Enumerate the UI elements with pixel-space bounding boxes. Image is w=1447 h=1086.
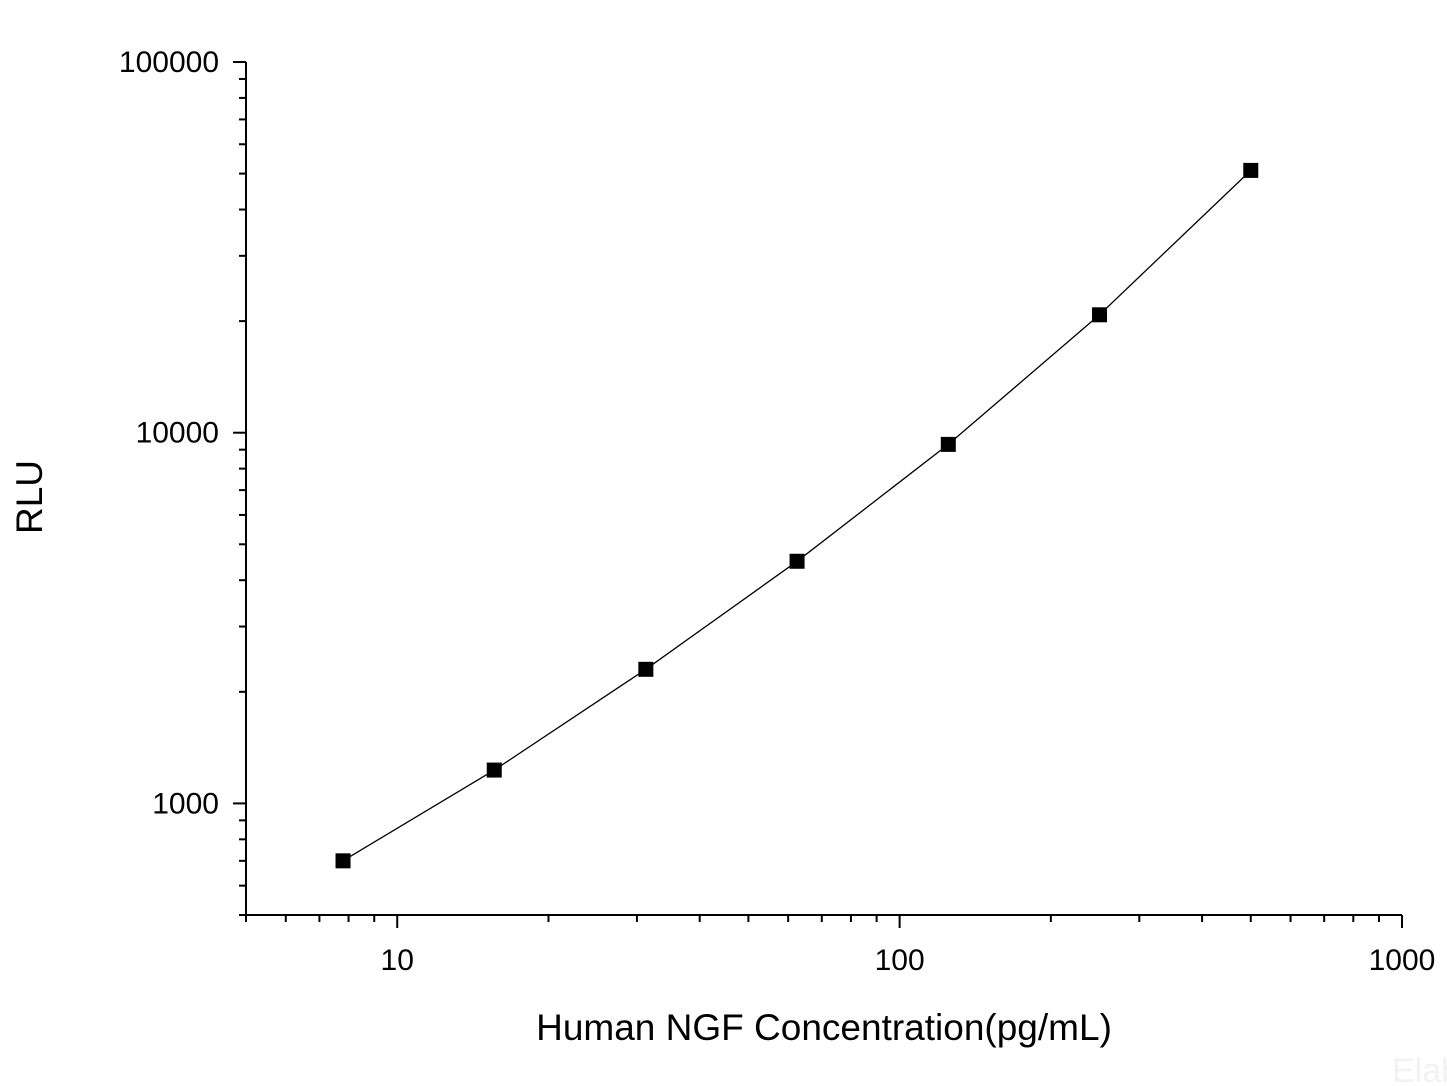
data-point-marker — [789, 553, 805, 569]
y-axis: 1000 10000 100000 — [119, 46, 247, 916]
x-tick-label: 10 — [381, 944, 414, 977]
y-axis-title: RLU — [9, 460, 50, 534]
data-point-marker — [486, 762, 502, 778]
x-axis-title: Human NGF Concentration(pg/mL) — [536, 1007, 1112, 1048]
data-point-marker — [638, 661, 654, 677]
data-point-marker — [335, 853, 351, 869]
y-tick-label: 10000 — [136, 417, 219, 450]
data-point-marker — [940, 436, 956, 452]
x-axis: 10 100 1000 — [245, 914, 1436, 977]
watermark: Elab — [1392, 1052, 1447, 1086]
y-tick-label: 1000 — [152, 787, 219, 820]
plot-area — [335, 162, 1259, 869]
x-tick-label: 1000 — [1369, 944, 1436, 977]
data-point-marker — [1092, 307, 1108, 323]
series-line — [342, 169, 1252, 862]
y-tick-label: 100000 — [119, 46, 219, 79]
x-tick-label: 100 — [875, 944, 925, 977]
data-point-marker — [1243, 162, 1259, 178]
